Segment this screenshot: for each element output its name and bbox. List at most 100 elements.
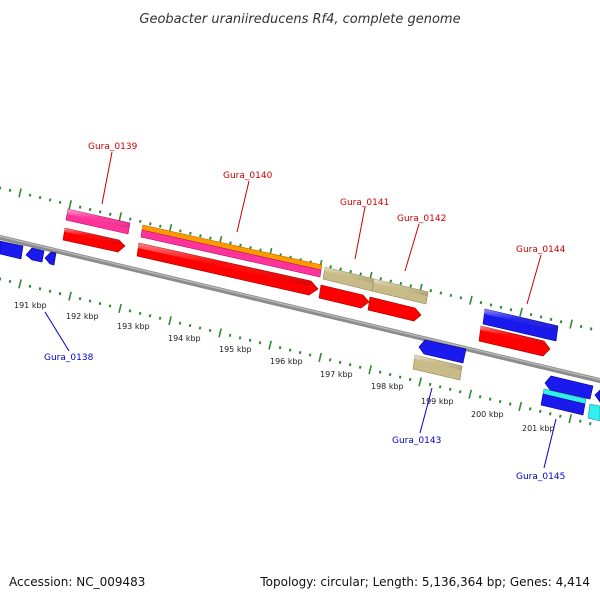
label-gura-0142[interactable]: Gura_0142: [397, 214, 446, 224]
inner-tick-1: [8, 279, 12, 284]
outer-tick-58: [579, 324, 583, 329]
inner-tick-40: [398, 375, 402, 379]
inner-tick-38: [378, 370, 382, 374]
inner-tick-12: [118, 303, 122, 313]
inner-tick-7: [68, 291, 72, 301]
inner-tick-11: [108, 304, 112, 308]
outer-tick-41: [409, 284, 413, 288]
outer-tick-9: [88, 207, 92, 212]
inner-tick-6: [58, 292, 62, 296]
outer-tick-1: [8, 188, 12, 192]
feature-gura-0140-magenta[interactable]: [140, 229, 322, 278]
inner-tick-23: [228, 333, 232, 337]
feature-cyan-edge[interactable]: [587, 403, 600, 422]
label-gura-0139[interactable]: Gura_0139: [88, 142, 138, 152]
scale-label-200: 200 kbp: [471, 410, 504, 419]
outer-tick-4: [38, 195, 42, 200]
feature-gura-0145-blue[interactable]: [540, 393, 586, 416]
scale-label-192: 192 kbp: [66, 312, 99, 321]
gene-labels: Gura_0139 Gura_0140 Gura_0141 Gura_0142 …: [44, 142, 566, 482]
outer-tick-25: [249, 246, 252, 250]
inner-tick-53: [528, 407, 532, 411]
inner-tick-10: [98, 301, 102, 306]
inner-tick-19: [188, 323, 192, 328]
feature-red-arrow-3[interactable]: [318, 284, 370, 309]
scale-labels: 191 kbp 192 kbp 193 kbp 194 kbp 195 kbp …: [14, 301, 555, 433]
outer-tick-45: [449, 293, 453, 298]
feature-red-arrow-4[interactable]: [367, 296, 422, 322]
inner-tick-56: [558, 414, 562, 418]
label-gura-0141[interactable]: Gura_0141: [340, 198, 389, 208]
label-gura-0138[interactable]: Gura_0138: [44, 353, 94, 363]
genome-backbone-highlight: [0, 235, 600, 381]
scale-label-199: 199 kbp: [421, 397, 454, 406]
feature-gura-0138[interactable]: [0, 240, 24, 260]
feature-blue-arrow-small-1[interactable]: [25, 247, 45, 263]
outer-tick-54: [539, 315, 543, 319]
outer-tick-59: [589, 327, 593, 331]
inner-tick-57: [568, 414, 573, 424]
scale-label-194: 194 kbp: [168, 334, 201, 343]
outer-tick-23: [229, 241, 232, 245]
outer-tick-8: [78, 205, 82, 209]
inner-tick-16: [158, 316, 162, 320]
inner-tick-4: [38, 287, 42, 291]
inner-tick-36: [358, 365, 362, 369]
outer-tick-53: [529, 312, 533, 317]
outer-tick-52: [519, 307, 523, 317]
label-gura-0143[interactable]: Gura_0143: [392, 436, 441, 446]
inner-tick-21: [208, 328, 212, 333]
genome-backbone: [0, 234, 600, 384]
outer-tick-24: [239, 243, 242, 247]
scale-label-197: 197 kbp: [320, 370, 353, 379]
genome-summary-text: Topology: circular; Length: 5,136,364 bp…: [259, 575, 590, 589]
inner-tick-29: [288, 348, 292, 352]
outer-tick-34: [339, 267, 342, 271]
feature-blue-arrow-4[interactable]: [544, 375, 594, 400]
outer-tick-19: [189, 231, 192, 235]
scale-label-195: 195 kbp: [219, 345, 252, 354]
inner-tick-48: [478, 395, 482, 399]
inner-tick-8: [78, 296, 82, 301]
leader-gura-0140: [236, 180, 250, 233]
scale-label-196: 196 kbp: [270, 357, 303, 366]
outer-tick-10: [98, 210, 102, 214]
inner-tick-59: [588, 421, 592, 426]
inner-tick-32: [318, 352, 322, 362]
outer-tick-44: [439, 291, 443, 295]
inner-tick-45: [448, 387, 452, 391]
outer-tick-7: [68, 200, 72, 210]
outer-tick-16: [159, 224, 162, 228]
accession-text: Accession: NC_009483: [9, 575, 145, 589]
inner-tick-33: [328, 358, 332, 362]
leader-gura-0144: [526, 254, 542, 305]
scale-label-193: 193 kbp: [117, 322, 150, 331]
outer-tick-33: [329, 265, 332, 269]
outer-tick-ring: [0, 186, 593, 331]
outer-tick-21: [209, 236, 212, 240]
label-gura-0145[interactable]: Gura_0145: [516, 472, 565, 482]
label-gura-0140[interactable]: Gura_0140: [223, 171, 273, 181]
inner-tick-54: [538, 409, 542, 413]
outer-tick-55: [549, 317, 553, 321]
outer-tick-56: [559, 320, 563, 324]
feature-blue-arrow-small-2[interactable]: [44, 251, 57, 266]
inner-tick-28: [278, 346, 282, 350]
inner-tick-5: [48, 289, 52, 293]
feature-gloss: [64, 209, 558, 370]
outer-tick-5: [48, 198, 52, 202]
feature-blue-arrow-3[interactable]: [418, 339, 467, 364]
outer-tick-20: [199, 234, 202, 238]
outer-tick-18: [179, 229, 182, 233]
inner-tick-3: [28, 284, 32, 288]
outer-tick-51: [509, 308, 513, 312]
feature-blue-arrow-5[interactable]: [594, 389, 600, 403]
inner-tick-44: [438, 385, 442, 389]
outer-tick-48: [479, 301, 483, 305]
outer-tick-46: [459, 296, 463, 300]
leader-gura-0138: [44, 311, 70, 352]
inner-tick-2: [18, 279, 22, 289]
inner-tick-34: [338, 360, 342, 364]
label-gura-0144[interactable]: Gura_0144: [516, 245, 566, 255]
inner-tick-43: [428, 382, 432, 387]
